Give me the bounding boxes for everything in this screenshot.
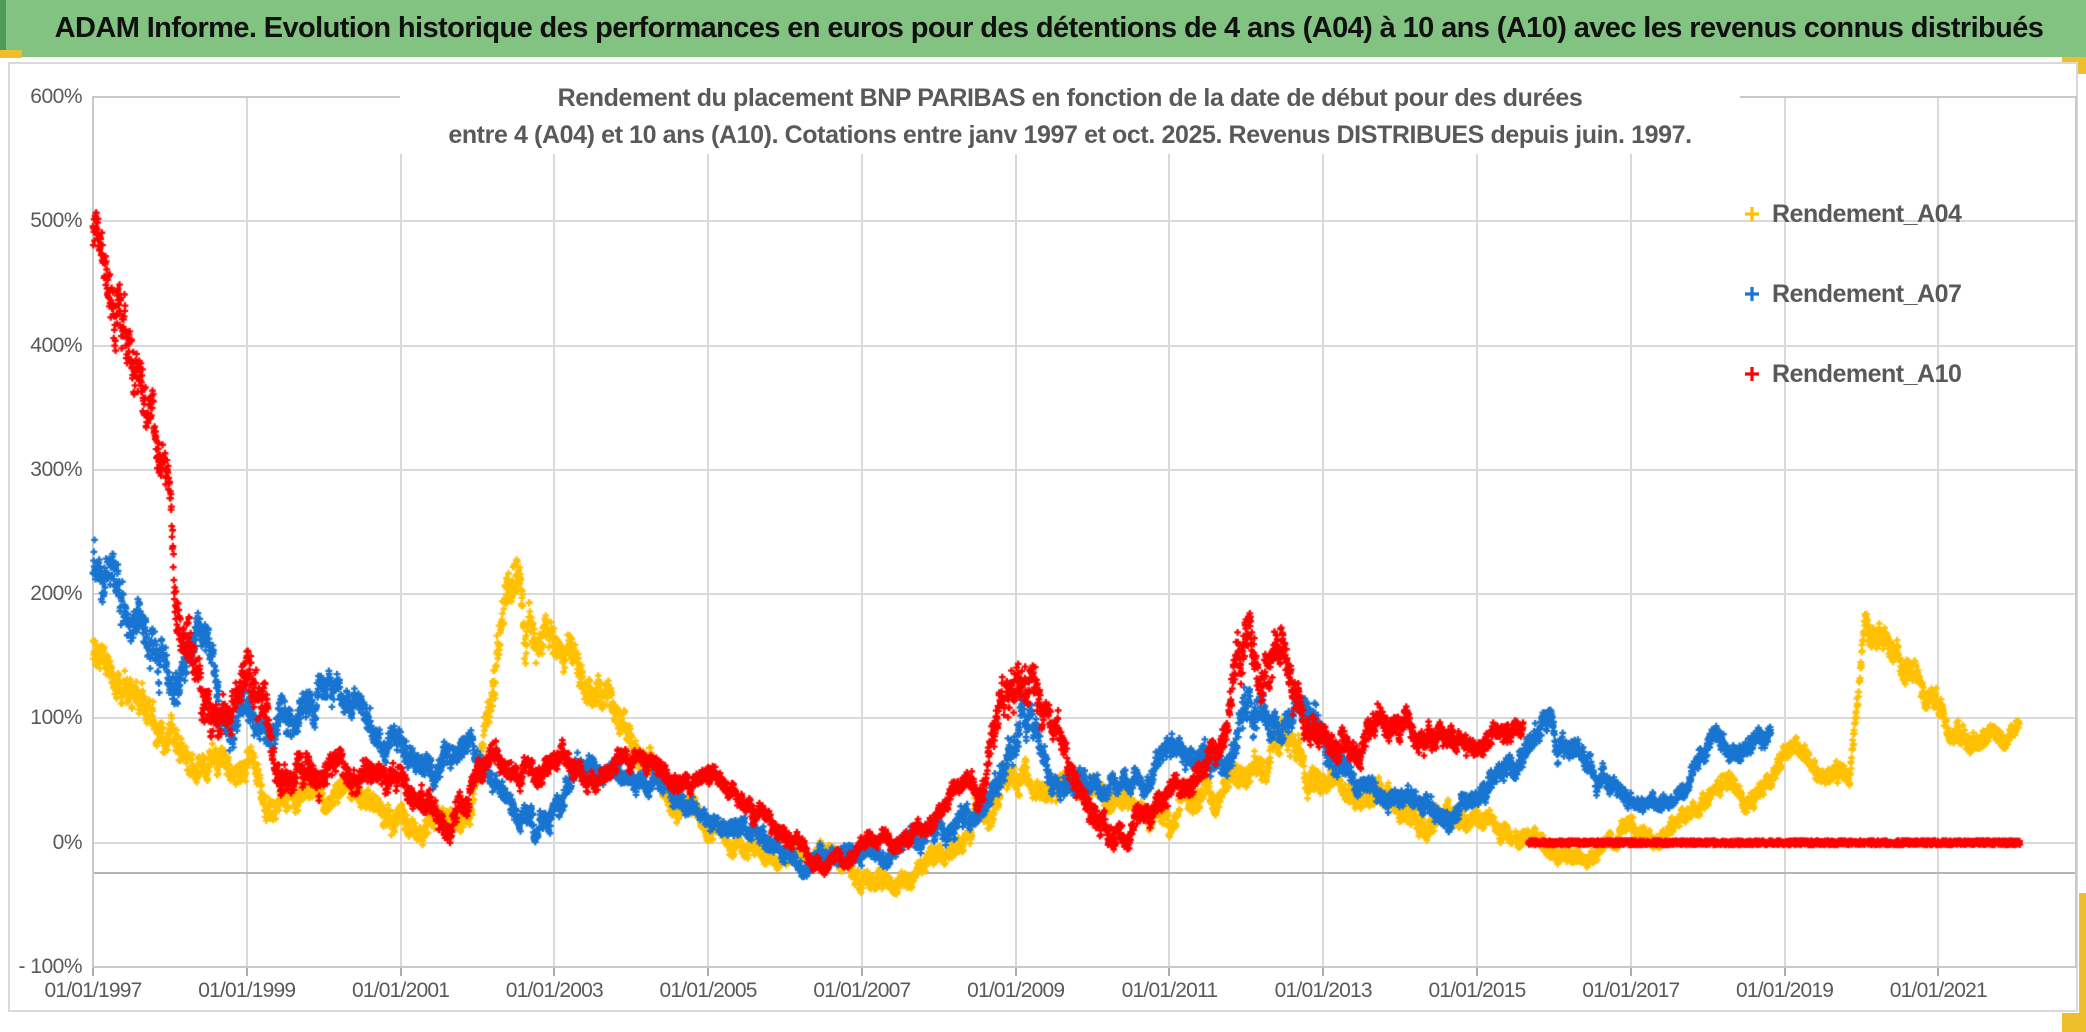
x-axis-label: 01/01/2015: [1428, 979, 1526, 1002]
x-axis-label: 01/01/2021: [1889, 979, 1988, 1002]
y-axis-label: 0%: [52, 830, 83, 854]
legend-label: Rendement_A04: [1772, 199, 1962, 228]
x-axis-label: 01/01/2013: [1274, 979, 1373, 1002]
y-axis-label: 600%: [30, 85, 82, 108]
legend-item-rendement_a10[interactable]: Rendement_A10: [1742, 356, 2042, 392]
x-axis-label: 01/01/2011: [1121, 979, 1218, 1002]
chart-title: Rendement du placement BNP PARIBAS en fo…: [400, 80, 1740, 154]
legend-label: Rendement_A07: [1772, 279, 1962, 308]
x-axis-label: 01/01/2005: [659, 979, 758, 1002]
legend-label: Rendement_A10: [1772, 359, 1962, 388]
x-axis-label: 01/01/2009: [967, 979, 1065, 1002]
y-axis-label: 400%: [30, 333, 82, 357]
y-axis-label: 100%: [30, 706, 82, 730]
x-axis-label: 01/01/2007: [813, 979, 911, 1002]
x-axis-label: 01/01/2003: [505, 979, 604, 1002]
x-axis-label: 01/01/2001: [351, 979, 450, 1002]
x-axis-label: 01/01/2017: [1582, 979, 1680, 1002]
y-axis-label: 200%: [30, 582, 82, 606]
chart-title-line1: Rendement du placement BNP PARIBAS en fo…: [557, 84, 1583, 112]
legend-item-rendement_a07[interactable]: Rendement_A07: [1742, 276, 2042, 312]
legend: Rendement_A04 Rendement_A07 Rendement_A10: [1742, 196, 2042, 436]
y-axis-label: 500%: [30, 209, 82, 233]
x-axis-label: 01/01/1997: [44, 979, 142, 1002]
legend-item-rendement_a04[interactable]: Rendement_A04: [1742, 196, 2042, 232]
y-axis-label: - 100%: [18, 955, 82, 978]
plus-marker-icon: [1745, 207, 1759, 221]
chart-title-line2: entre 4 (A04) et 10 ans (A10). Cotations…: [448, 121, 1692, 149]
plus-marker-icon: [1745, 367, 1759, 381]
y-axis-label: 300%: [30, 457, 82, 481]
x-axis-label: 01/01/2019: [1736, 979, 1834, 1002]
x-axis-label: 01/01/1999: [198, 979, 296, 1002]
plus-marker-icon: [1745, 287, 1759, 301]
